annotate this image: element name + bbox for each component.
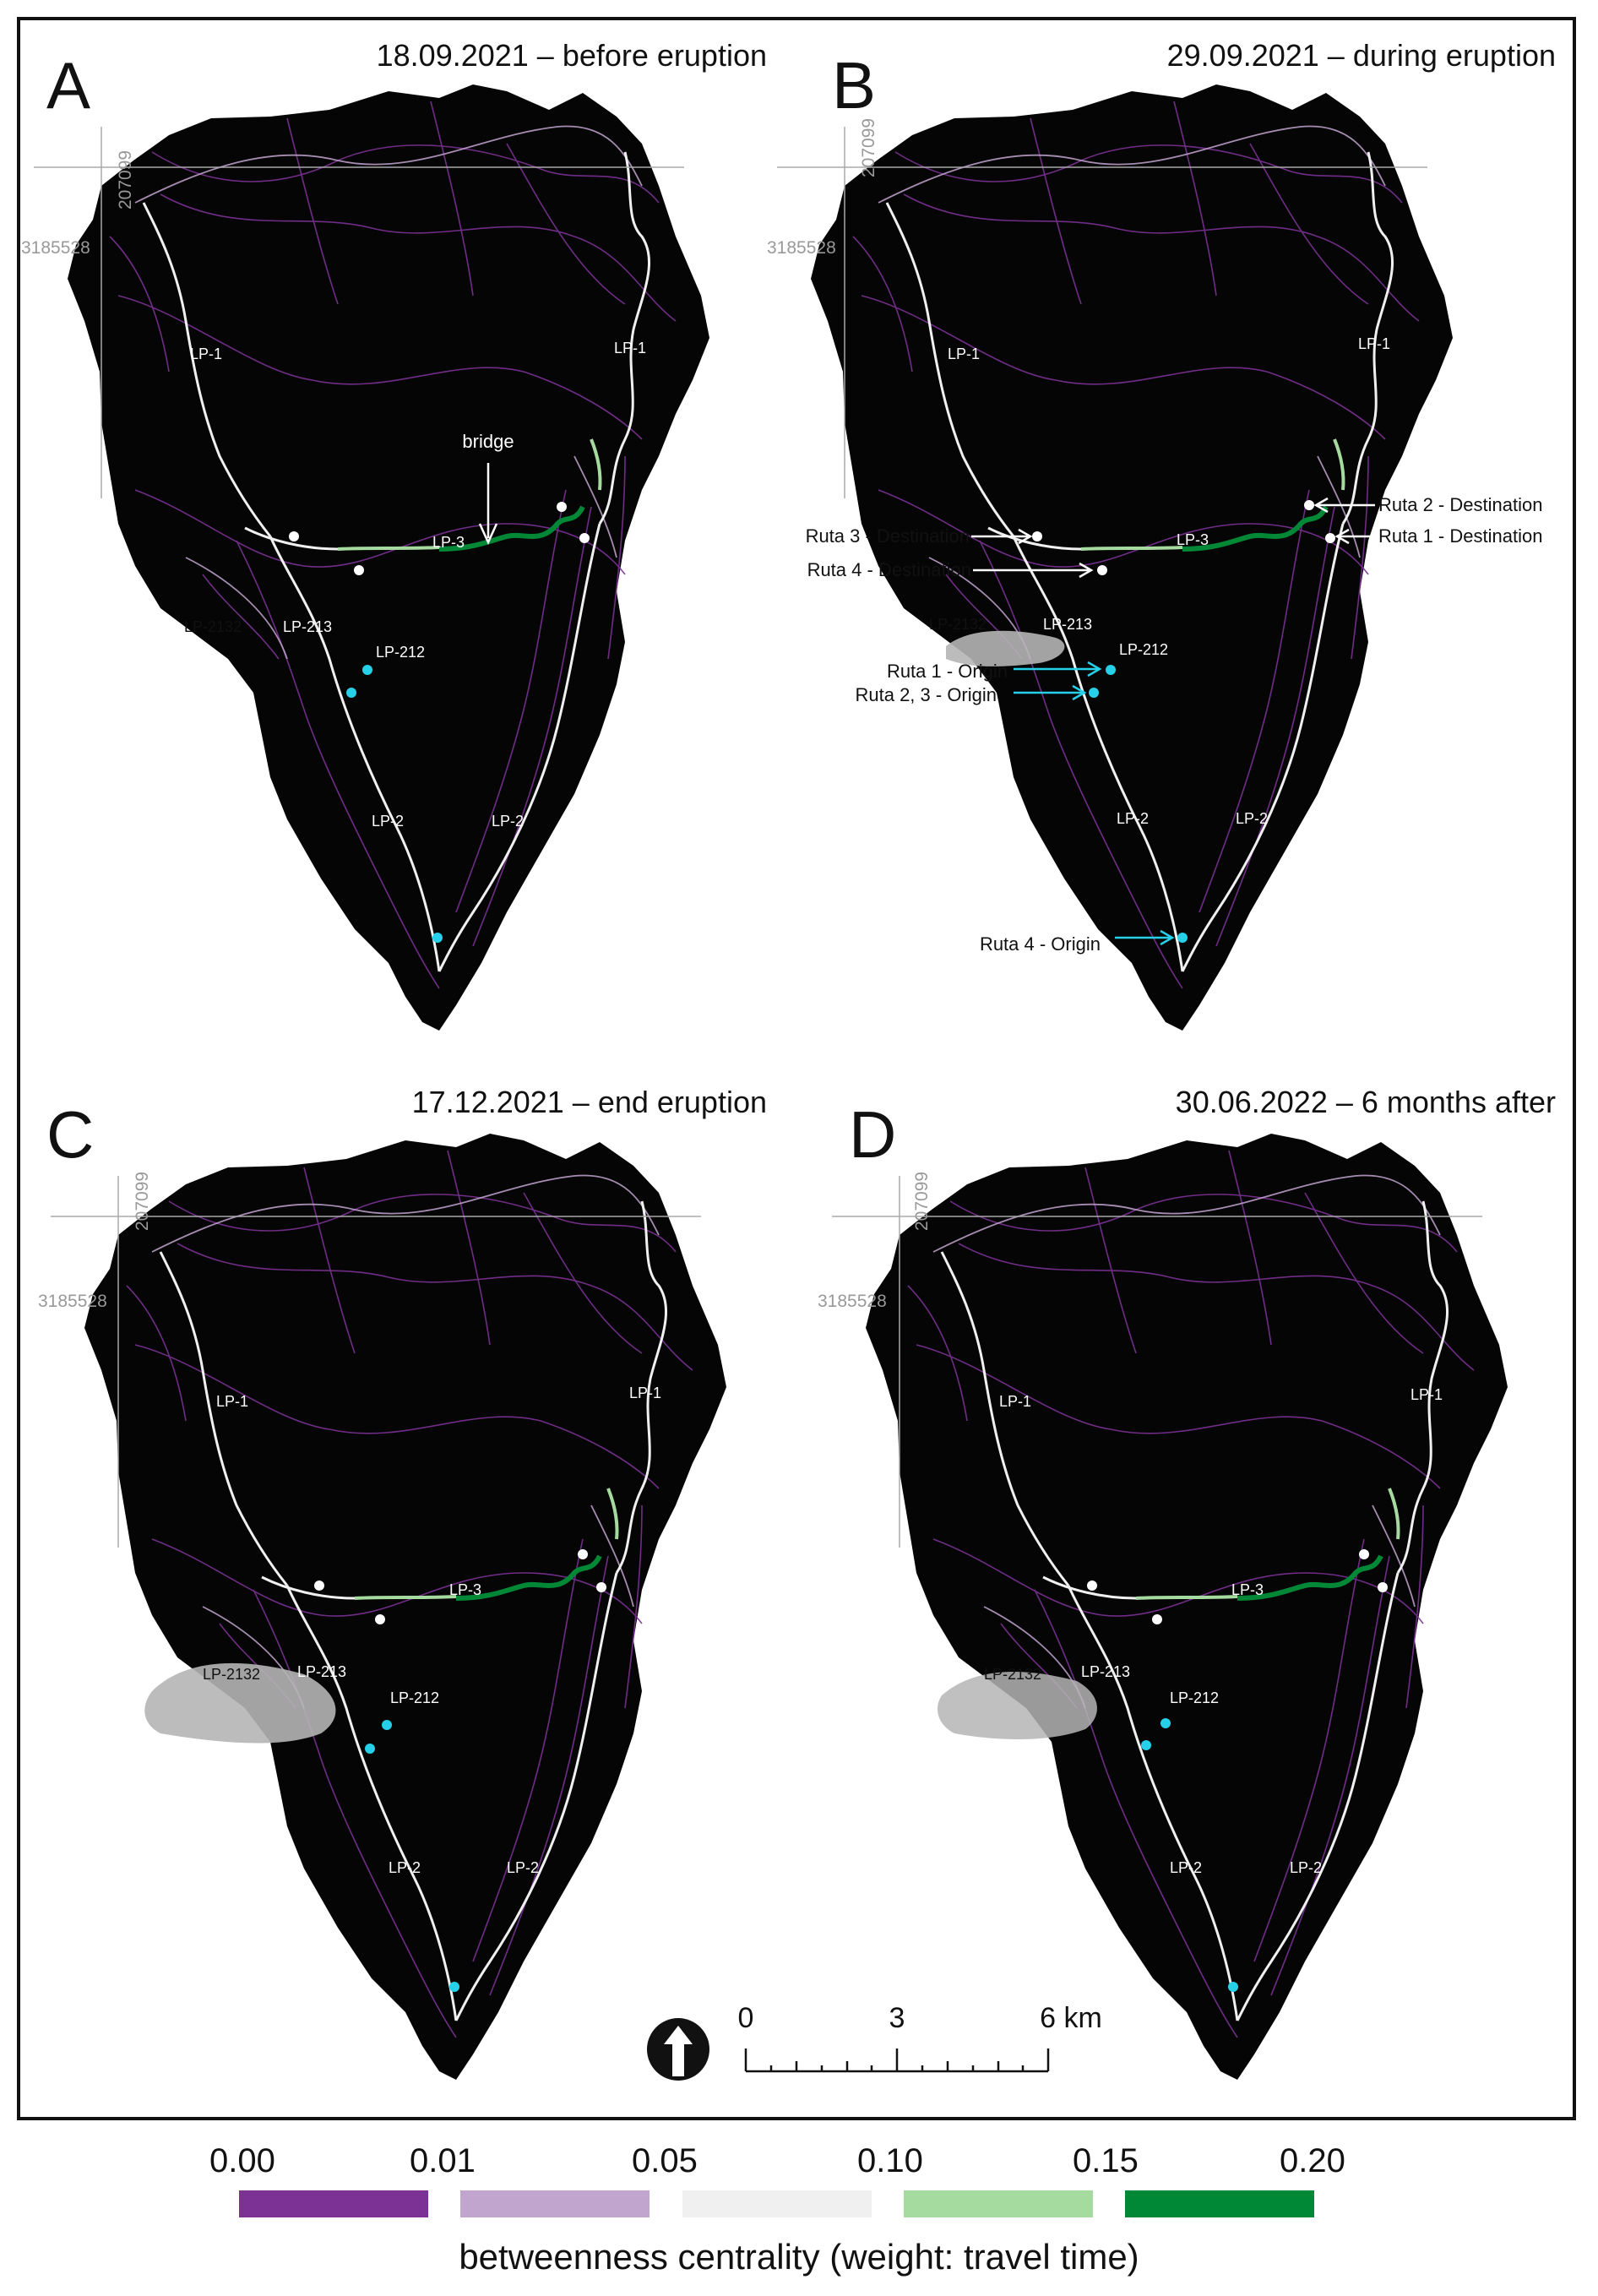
road-label-lp2-west: LP-2 <box>372 813 404 830</box>
legend-swatch-3 <box>682 2190 872 2217</box>
road-label-lp2-east: LP-2 <box>492 813 524 830</box>
road-label-lp2-east: LP-2 <box>1236 810 1268 827</box>
easting-label-c: 207099 <box>133 1172 152 1231</box>
scale-label-0: 0 <box>738 2002 754 2034</box>
road-label-lp2-east: LP-2 <box>507 1859 539 1876</box>
road-label-lp2132: LP-2132 <box>929 616 987 633</box>
road-label-lp2-east: LP-2 <box>1290 1859 1322 1876</box>
legend-title: betweenness centrality (weight: travel t… <box>459 2237 1139 2277</box>
panel-title-d: 30.06.2022 – 6 months after <box>1176 1085 1556 1119</box>
lava-flow <box>938 1671 1097 1739</box>
lava-flow <box>946 630 1065 666</box>
panel-letter-d: D <box>849 1097 896 1172</box>
road-label-lp2132: LP-2132 <box>203 1666 260 1683</box>
road-label-lp1-east: LP-1 <box>1358 335 1390 352</box>
destination-markers <box>1087 1549 1388 1624</box>
origin-markers <box>365 1720 459 1992</box>
route-label-r3-destination: Ruta 3 - Destination <box>806 525 970 547</box>
panel-letter-b: B <box>832 48 876 122</box>
origin-arrows <box>1014 661 1175 946</box>
legend-tick-1: 0.01 <box>410 2142 476 2179</box>
road-label-lp2132: LP-2132 <box>984 1666 1041 1683</box>
route-label-r1-destination: Ruta 1 - Destination <box>1378 525 1542 547</box>
panel-letter-a: A <box>46 48 90 122</box>
legend-swatch-4 <box>904 2190 1093 2217</box>
road-label-lp3: LP-3 <box>1231 1581 1264 1598</box>
legend-tick-2: 0.05 <box>632 2142 698 2179</box>
panel-title-c: 17.12.2021 – end eruption <box>412 1085 767 1119</box>
northing-label-c: 3185528 <box>38 1292 107 1311</box>
map-panel-c <box>51 1134 726 2080</box>
road-label-lp2-west: LP-2 <box>389 1859 421 1876</box>
road-label-lp2-west: LP-2 <box>1117 810 1149 827</box>
road-label-lp212: LP-212 <box>376 644 425 661</box>
destination-markers <box>289 502 590 575</box>
panel-title-a: 18.09.2021 – before eruption <box>377 38 767 73</box>
northing-label-a: 3185528 <box>21 238 90 258</box>
legend-tick-4: 0.15 <box>1073 2142 1139 2179</box>
road-label-lp2-west: LP-2 <box>1170 1859 1202 1876</box>
route-label-r4-origin: Ruta 4 - Origin <box>980 933 1101 955</box>
road-label-lp213: LP-213 <box>283 618 332 635</box>
easting-label-b: 207099 <box>859 118 878 177</box>
origin-markers <box>1141 1718 1238 1992</box>
map-panel-a <box>34 84 709 1031</box>
legend-swatch-5 <box>1125 2190 1314 2217</box>
easting-label-a: 207099 <box>116 150 135 209</box>
legend-tick-0: 0.00 <box>209 2142 275 2179</box>
legend-swatch-1 <box>239 2190 428 2217</box>
scale-bar <box>744 2048 1050 2073</box>
scale-label-3: 3 <box>889 2002 905 2034</box>
road-label-lp3: LP-3 <box>432 534 465 551</box>
easting-label-d: 207099 <box>912 1172 932 1231</box>
panel-title-b: 29.09.2021 – during eruption <box>1167 38 1556 73</box>
road-label-lp1-west: LP-1 <box>948 345 980 362</box>
road-label-lp3: LP-3 <box>1177 531 1209 548</box>
bridge-label: bridge <box>462 431 514 452</box>
destination-markers <box>1032 500 1335 575</box>
route-label-r2-destination: Ruta 2 - Destination <box>1378 494 1542 515</box>
origin-markers <box>1089 665 1188 943</box>
road-label-lp212: LP-212 <box>1170 1689 1219 1706</box>
lava-flow <box>144 1662 336 1744</box>
road-label-lp1-east: LP-1 <box>629 1385 661 1401</box>
road-label-lp1-east: LP-1 <box>614 340 646 356</box>
legend-tick-5: 0.20 <box>1280 2142 1345 2179</box>
road-label-lp1-west: LP-1 <box>999 1393 1031 1410</box>
origin-markers <box>346 665 443 943</box>
legend-tick-3: 0.10 <box>857 2142 923 2179</box>
scale-label-6km: 6 km <box>1040 2002 1102 2034</box>
route-label-r23-origin: Ruta 2, 3 - Origin <box>855 684 997 705</box>
road-label-lp213: LP-213 <box>1081 1663 1130 1680</box>
road-label-lp213: LP-213 <box>1043 616 1092 633</box>
destination-markers <box>314 1549 606 1624</box>
road-label-lp3: LP-3 <box>449 1581 481 1598</box>
map-panel-d <box>832 1134 1508 2080</box>
legend-swatch-2 <box>460 2190 650 2217</box>
road-label-lp1-west: LP-1 <box>190 345 222 362</box>
road-label-lp2132: LP-2132 <box>184 618 242 635</box>
road-label-lp213: LP-213 <box>297 1663 346 1680</box>
road-label-lp212: LP-212 <box>1119 641 1168 658</box>
destination-arrows <box>971 497 1375 579</box>
road-label-lp212: LP-212 <box>390 1689 439 1706</box>
route-label-r1-origin: Ruta 1 - Origin <box>887 661 1008 682</box>
northing-label-d: 3185528 <box>818 1292 887 1311</box>
road-label-lp1-east: LP-1 <box>1410 1386 1443 1403</box>
road-label-lp1-west: LP-1 <box>216 1393 248 1410</box>
route-label-r4-destination: Ruta 4 - Destination <box>807 559 971 580</box>
panel-letter-c: C <box>46 1097 94 1172</box>
northing-label-b: 3185528 <box>767 238 836 258</box>
north-arrow-icon <box>647 2018 709 2081</box>
map-panel-b <box>777 84 1453 1031</box>
